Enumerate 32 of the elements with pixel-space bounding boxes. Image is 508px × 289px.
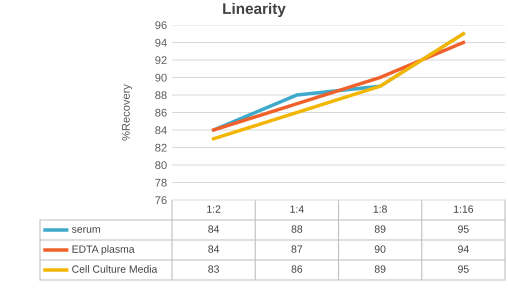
- y-axis-title: %Recovery: [122, 84, 132, 141]
- y-tick-label: 80: [155, 161, 167, 170]
- data-label: 94: [458, 245, 469, 253]
- y-tick-label: 90: [155, 74, 167, 82]
- data-label: 89: [374, 265, 386, 273]
- legend-label: Cell Culture Media: [72, 265, 158, 273]
- data-label: 87: [292, 245, 302, 253]
- legend-label: EDTA plasma: [72, 245, 135, 255]
- y-tick-label: 86: [155, 108, 167, 117]
- chart-title: Linearity: [223, 2, 286, 18]
- x-tick-label: 1:2: [207, 205, 220, 213]
- y-tick-label: 92: [155, 56, 167, 64]
- data-label: 88: [292, 225, 302, 233]
- data-label: 84: [208, 245, 220, 253]
- x-tick-label: 1:8: [374, 205, 387, 213]
- data-label: 95: [458, 225, 469, 233]
- y-tick-label: 94: [155, 38, 167, 47]
- data-label: 83: [208, 265, 219, 273]
- x-tick-label: 1:16: [454, 205, 474, 213]
- y-tick-label: 84: [155, 126, 167, 134]
- y-tick-label: 96: [155, 21, 167, 30]
- data-label: 95: [458, 265, 469, 273]
- data-label: 90: [374, 245, 386, 253]
- data-label: 86: [292, 265, 302, 273]
- x-tick-label: 1:4: [290, 206, 304, 213]
- y-tick-label: 88: [155, 91, 167, 100]
- data-label: 89: [374, 225, 386, 233]
- data-label: 84: [208, 225, 220, 233]
- legend-label: serum: [72, 227, 100, 233]
- y-tick-label: 76: [155, 196, 167, 204]
- y-tick-label: 78: [155, 178, 167, 187]
- y-tick-label: 82: [155, 144, 167, 152]
